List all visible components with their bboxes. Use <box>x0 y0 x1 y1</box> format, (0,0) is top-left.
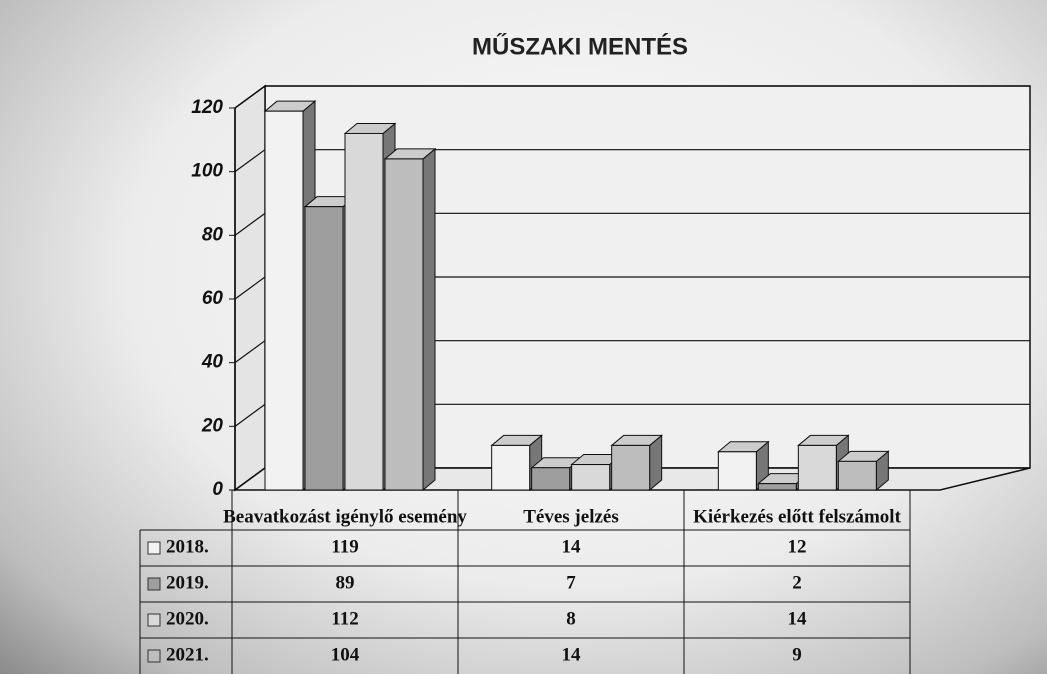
legend-swatch <box>147 577 161 591</box>
table-value: 14 <box>562 644 582 665</box>
table-value: 112 <box>331 608 358 629</box>
table-value: 9 <box>792 644 802 665</box>
y-tick-label: 0 <box>212 479 223 500</box>
bar <box>344 132 384 491</box>
bar <box>611 444 651 491</box>
table-value: 14 <box>788 608 808 629</box>
y-tick-label: 60 <box>202 288 224 309</box>
bar <box>797 444 837 491</box>
table-value: 12 <box>788 536 807 557</box>
legend-label: 2020. <box>166 608 209 629</box>
legend-label: 2021. <box>166 644 209 665</box>
legend-label: 2018. <box>166 536 209 557</box>
legend-swatch <box>147 649 161 663</box>
legend-label: 2019. <box>166 572 209 593</box>
y-tick-label: 80 <box>202 224 224 245</box>
bar <box>757 483 797 491</box>
y-tick-label: 20 <box>201 415 224 436</box>
grid-line <box>234 85 1030 109</box>
y-tick-label: 100 <box>191 161 223 182</box>
bar <box>837 460 877 491</box>
y-tick-label: 40 <box>201 352 224 373</box>
table-value: 14 <box>562 536 582 557</box>
bar <box>384 158 424 491</box>
bar <box>571 464 611 491</box>
bar <box>264 110 304 491</box>
bar <box>491 444 531 491</box>
table-value: 8 <box>566 608 576 629</box>
table-value: 104 <box>331 644 360 665</box>
x-tick-label: Kiérkezés előtt felszámolt <box>693 506 902 527</box>
bar <box>531 467 571 491</box>
bar <box>304 206 344 491</box>
x-tick-label: Téves jelzés <box>523 506 618 527</box>
bar <box>717 451 757 491</box>
legend-swatch <box>147 541 161 555</box>
y-tick-label: 120 <box>191 97 223 118</box>
table-value: 89 <box>336 572 355 593</box>
x-tick-label: Beavatkozást igénylő esemény <box>223 506 467 527</box>
table-value: 7 <box>566 572 576 593</box>
bar-side <box>422 147 436 492</box>
legend-swatch <box>147 613 161 627</box>
table-value: 2 <box>792 572 802 593</box>
chart-title: MŰSZAKI MENTÉS <box>472 32 688 60</box>
table-value: 119 <box>331 536 358 557</box>
